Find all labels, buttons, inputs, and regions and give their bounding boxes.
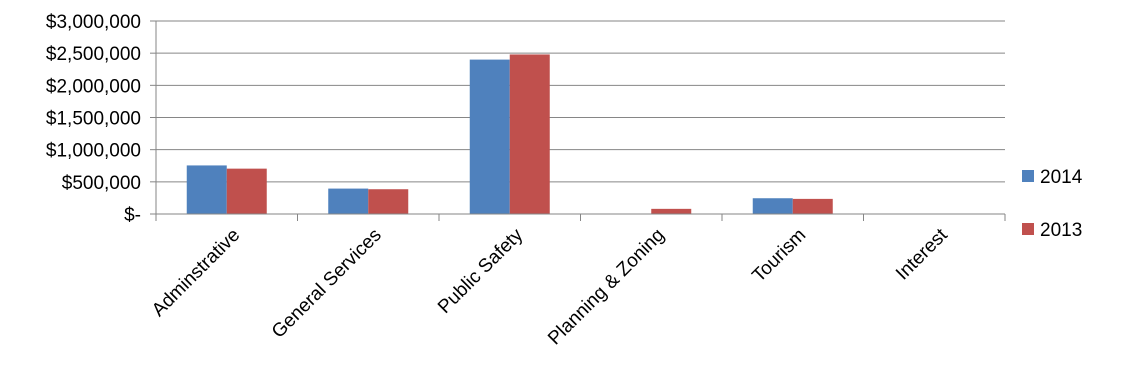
bar-2013-3 bbox=[651, 208, 692, 214]
y-tick-label: $2,000,000 bbox=[46, 76, 141, 97]
bar-2014-0 bbox=[186, 165, 227, 214]
gridlines bbox=[156, 20, 1005, 215]
legend-label-2013: 2013 bbox=[1040, 220, 1082, 241]
category-label: General Services bbox=[268, 225, 386, 343]
category-labels: Adminstrative General Services Public Safe… bbox=[148, 224, 952, 349]
category-label: Interest bbox=[892, 224, 952, 284]
legend-swatch-2014 bbox=[1022, 170, 1034, 182]
y-axis-ticks: $- $500,000 $1,000,000 $1,500,000 $2,000,000… bbox=[46, 12, 157, 226]
bar-2013-2 bbox=[509, 54, 550, 214]
bar-2013-1 bbox=[368, 189, 409, 214]
bar-2013-4 bbox=[792, 198, 833, 214]
y-tick-label: $2,500,000 bbox=[46, 44, 141, 65]
y-tick-label: $1,500,000 bbox=[46, 109, 141, 130]
category-label: Planning & Zoning bbox=[544, 225, 669, 350]
bar-2014-1 bbox=[328, 188, 369, 214]
category-label: Public Safety bbox=[434, 224, 528, 318]
y-tick-label: $1,000,000 bbox=[46, 141, 141, 162]
category-label: Tourism bbox=[748, 225, 810, 287]
y-tick-label: $500,000 bbox=[62, 173, 141, 194]
legend-label-2014: 2014 bbox=[1040, 167, 1083, 188]
y-tick-label: $- bbox=[124, 205, 141, 226]
bar-2013-0 bbox=[226, 168, 267, 214]
bars bbox=[186, 54, 833, 214]
legend: 2014 2013 bbox=[1022, 167, 1083, 241]
y-tick-label: $3,000,000 bbox=[46, 12, 141, 33]
legend-swatch-2013 bbox=[1022, 223, 1034, 235]
bar-2014-2 bbox=[469, 59, 510, 214]
x-axis bbox=[155, 213, 1006, 221]
category-label: Adminstrative bbox=[148, 225, 244, 321]
bar-2014-4 bbox=[752, 198, 793, 214]
